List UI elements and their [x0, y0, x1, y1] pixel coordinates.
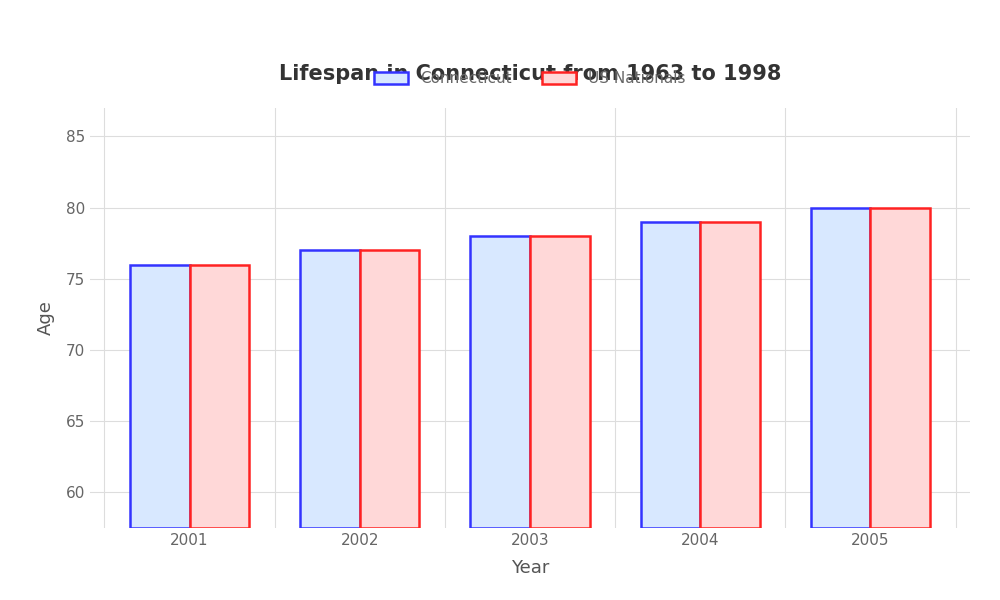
Bar [190, 265, 249, 528]
Bar [870, 208, 930, 528]
Title: Lifespan in Connecticut from 1963 to 1998: Lifespan in Connecticut from 1963 to 199… [279, 64, 781, 84]
Bar [470, 236, 530, 528]
X-axis label: Year: Year [511, 559, 549, 577]
Y-axis label: Age: Age [37, 301, 55, 335]
Bar [641, 222, 700, 528]
Bar [130, 265, 190, 528]
Bar [300, 250, 360, 528]
Bar [700, 222, 760, 528]
Bar [360, 250, 419, 528]
Bar [811, 208, 870, 528]
Legend: Connecticut, US Nationals: Connecticut, US Nationals [368, 65, 692, 92]
Bar [530, 236, 590, 528]
